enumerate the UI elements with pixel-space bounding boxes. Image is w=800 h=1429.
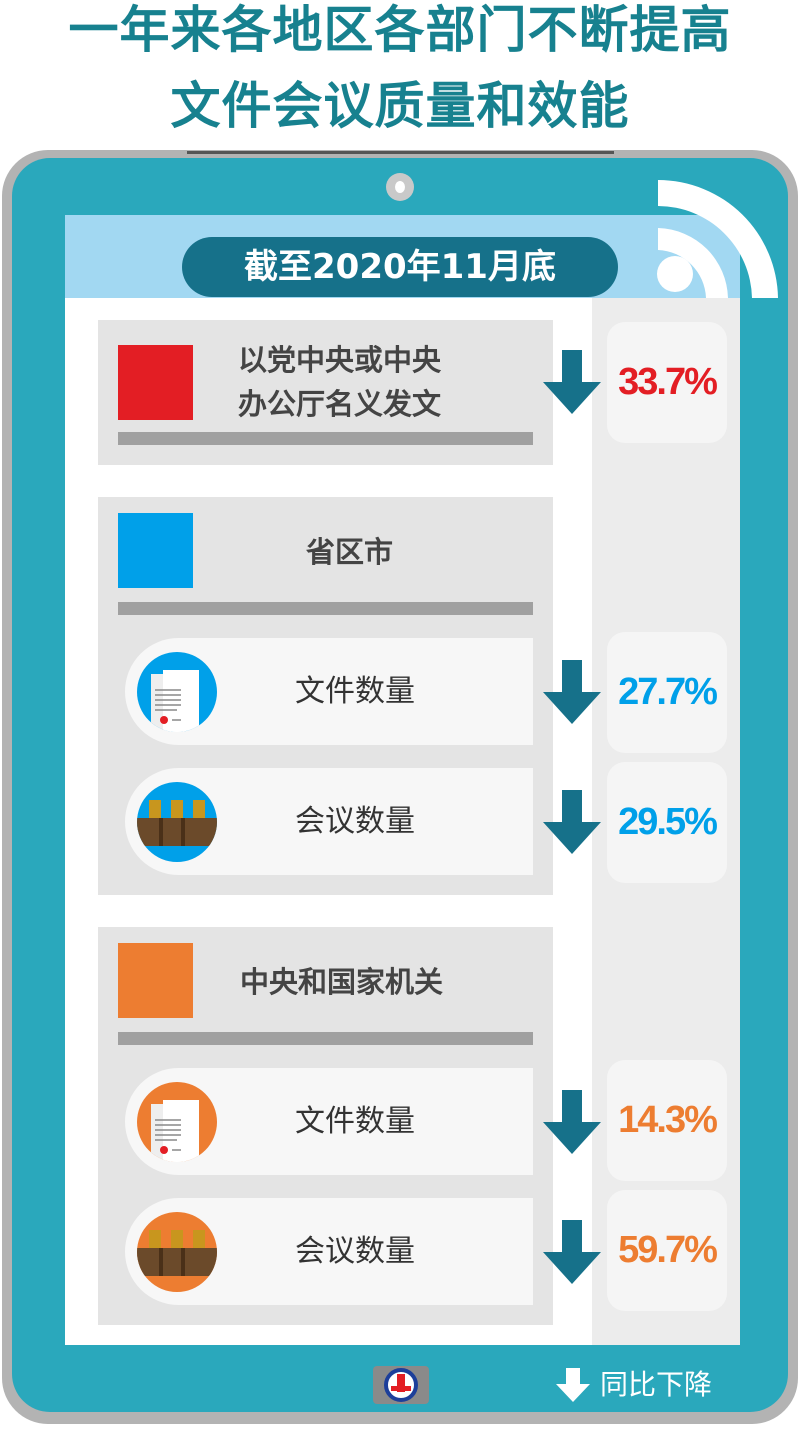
divider-bar: [118, 432, 533, 445]
percent-value: 33.7%: [607, 322, 727, 443]
stat-row: 会议数量: [125, 768, 533, 875]
percent-value: 27.7%: [607, 632, 727, 753]
stat-row: 文件数量: [125, 638, 533, 745]
camera-icon: [386, 173, 414, 201]
stat-row: 会议数量: [125, 1198, 533, 1305]
date-badge: 截至2020年11月底: [182, 237, 618, 297]
title-line-2: 文件会议质量和效能: [170, 77, 630, 135]
percent-value: 59.7%: [607, 1190, 727, 1311]
stat-row: 文件数量: [125, 1068, 533, 1175]
orange-square-marker: [118, 943, 193, 1018]
wifi-icon: [657, 180, 778, 298]
down-arrow-icon: [543, 350, 601, 414]
down-arrow-icon: [543, 1220, 601, 1284]
section-title: 办公厅名义发文: [238, 387, 442, 421]
down-arrow-icon: [543, 660, 601, 724]
down-arrow-icon: [543, 1090, 601, 1154]
document-icon: [151, 670, 199, 732]
red-square-marker: [118, 345, 193, 420]
divider-bar: [118, 1032, 533, 1045]
percent-value: 14.3%: [607, 1060, 727, 1181]
section-title: 中央和国家机关: [240, 965, 444, 999]
xinhua-logo: [373, 1366, 429, 1404]
meeting-chairs-icon: [137, 800, 217, 846]
row-label: 文件数量: [295, 1104, 415, 1139]
down-arrow-icon: [556, 1368, 590, 1402]
row-label: 文件数量: [295, 674, 415, 709]
divider-bar: [118, 602, 533, 615]
section-title: 省区市: [306, 535, 394, 569]
title-line-1: 一年来各地区各部门不断提高: [68, 1, 732, 59]
row-label: 会议数量: [295, 804, 415, 839]
section-title: 以党中央或中央: [238, 343, 442, 377]
down-arrow-icon: [543, 790, 601, 854]
percent-value: 29.5%: [607, 762, 727, 883]
legend-label: 同比下降: [600, 1368, 713, 1401]
row-label: 会议数量: [295, 1234, 415, 1269]
meeting-chairs-icon: [137, 1230, 217, 1276]
tablet-button: [187, 151, 614, 154]
document-icon: [151, 1100, 199, 1162]
blue-square-marker: [118, 513, 193, 588]
